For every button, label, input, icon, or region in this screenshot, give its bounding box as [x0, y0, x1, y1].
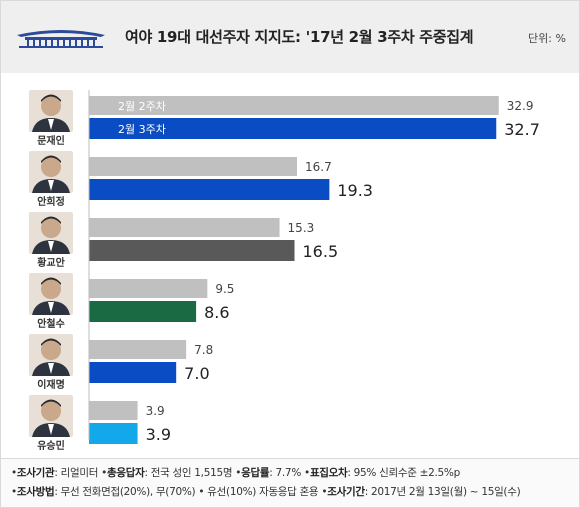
candidate-name: 문재인 — [37, 134, 65, 147]
footer-label: 조사기관 — [16, 467, 55, 479]
footer-label: 표집오차 — [309, 467, 348, 479]
bar-curr-week — [89, 118, 497, 139]
bar-prev-week — [89, 218, 280, 237]
candidate-shirt — [48, 424, 54, 435]
value-label-prev: 3.9 — [146, 404, 165, 418]
candidate-name: 유승민 — [37, 439, 65, 450]
header: 여야 19대 대선주자 지지도: '17년 2월 3주차 주중집계 단위: % — [1, 1, 579, 73]
value-label-prev: 9.5 — [215, 282, 234, 296]
value-label-prev: 32.9 — [507, 99, 534, 113]
footer-bullet: • — [301, 467, 310, 479]
page-title: 여야 19대 대선주자 지지도: '17년 2월 3주차 주중집계 — [125, 28, 474, 46]
candidate-hair — [41, 338, 61, 346]
unit-label: 단위: % — [528, 32, 566, 45]
footer-colon: : — [347, 467, 354, 479]
footer-label: 조사기간 — [327, 486, 365, 498]
series-label-prev: 2월 2주차 — [118, 100, 166, 113]
footer-value: 리얼미터 — [60, 467, 99, 479]
candidate-name: 안철수 — [37, 317, 65, 330]
candidate-face — [41, 279, 61, 299]
footer-colon: : — [54, 486, 61, 498]
bar-curr-week — [89, 423, 138, 444]
blue-house-logo-icon — [17, 30, 105, 48]
candidate-hair — [41, 277, 61, 285]
footer-value: 무선 전화면접(20%), 무(70%) • 유선(10%) 자동응답 혼용 — [60, 486, 319, 498]
value-label-prev: 15.3 — [288, 221, 315, 235]
footer-label: 조사방법 — [16, 486, 55, 498]
bar-prev-week — [89, 340, 187, 359]
value-label-prev: 16.7 — [305, 160, 332, 174]
candidate-hair — [41, 155, 61, 163]
footer-colon: : — [269, 467, 276, 479]
bar-prev-week — [89, 279, 208, 298]
bar-curr-week — [89, 179, 330, 200]
value-label-curr: 7.0 — [184, 364, 209, 383]
candidate-shirt — [48, 241, 54, 252]
footer-colon: : — [54, 467, 61, 479]
footer-bullet: • — [98, 467, 108, 479]
candidate-hair — [41, 399, 61, 407]
candidate-hair — [41, 216, 61, 224]
bar-curr-week — [89, 362, 177, 383]
candidate-face — [41, 218, 61, 238]
value-label-curr: 19.3 — [337, 181, 373, 200]
bar-prev-week — [89, 157, 297, 176]
value-label-curr: 16.5 — [303, 242, 339, 261]
bar-prev-week — [89, 401, 138, 420]
candidate-name: 이재명 — [37, 378, 65, 391]
candidate-face — [41, 157, 61, 177]
footer-bullet: • — [11, 486, 17, 498]
value-label-curr: 32.7 — [504, 120, 540, 139]
footer: •조사기관: 리얼미터 •총응답자: 전국 성인 1,515명 •응답률: 7.… — [1, 458, 579, 507]
bar-curr-week — [89, 301, 197, 322]
footer-bullet: • — [232, 467, 242, 479]
bar-prev-week — [89, 96, 499, 115]
candidate-name: 안희정 — [37, 195, 65, 208]
candidate-shirt — [48, 180, 54, 191]
candidate-face — [41, 96, 61, 116]
value-label-curr: 3.9 — [146, 425, 171, 444]
bar-curr-week — [89, 240, 295, 261]
footer-value: 전국 성인 1,515명 — [150, 467, 233, 479]
candidate-face — [41, 340, 61, 360]
footer-bullet: • — [11, 467, 17, 479]
footer-value: 95% 신뢰수준 ±2.5%p — [353, 467, 461, 479]
value-label-curr: 8.6 — [204, 303, 229, 322]
candidate-face — [41, 401, 61, 421]
candidate-shirt — [48, 302, 54, 313]
footer-value: 7.7% — [275, 467, 302, 479]
footer-colon: : — [144, 467, 151, 479]
series-label-curr: 2월 3주차 — [118, 123, 166, 136]
value-label-prev: 7.8 — [194, 343, 213, 357]
footer-label: 응답률 — [241, 467, 270, 479]
footer-value: 2017년 2월 13일(월) ~ 15일(수) — [370, 486, 521, 498]
footer-colon: : — [364, 486, 371, 498]
candidate-hair — [41, 94, 61, 102]
candidate-shirt — [48, 363, 54, 374]
footer-line-1: •조사기관: 리얼미터 •총응답자: 전국 성인 1,515명 •응답률: 7.… — [11, 464, 579, 483]
candidate-name: 황교안 — [37, 256, 65, 269]
candidate-shirt — [48, 119, 54, 130]
footer-line-2: •조사방법: 무선 전화면접(20%), 무(70%) • 유선(10%) 자동… — [11, 483, 579, 502]
footer-bullet: • — [318, 486, 328, 498]
footer-label: 총응답자 — [107, 467, 145, 479]
